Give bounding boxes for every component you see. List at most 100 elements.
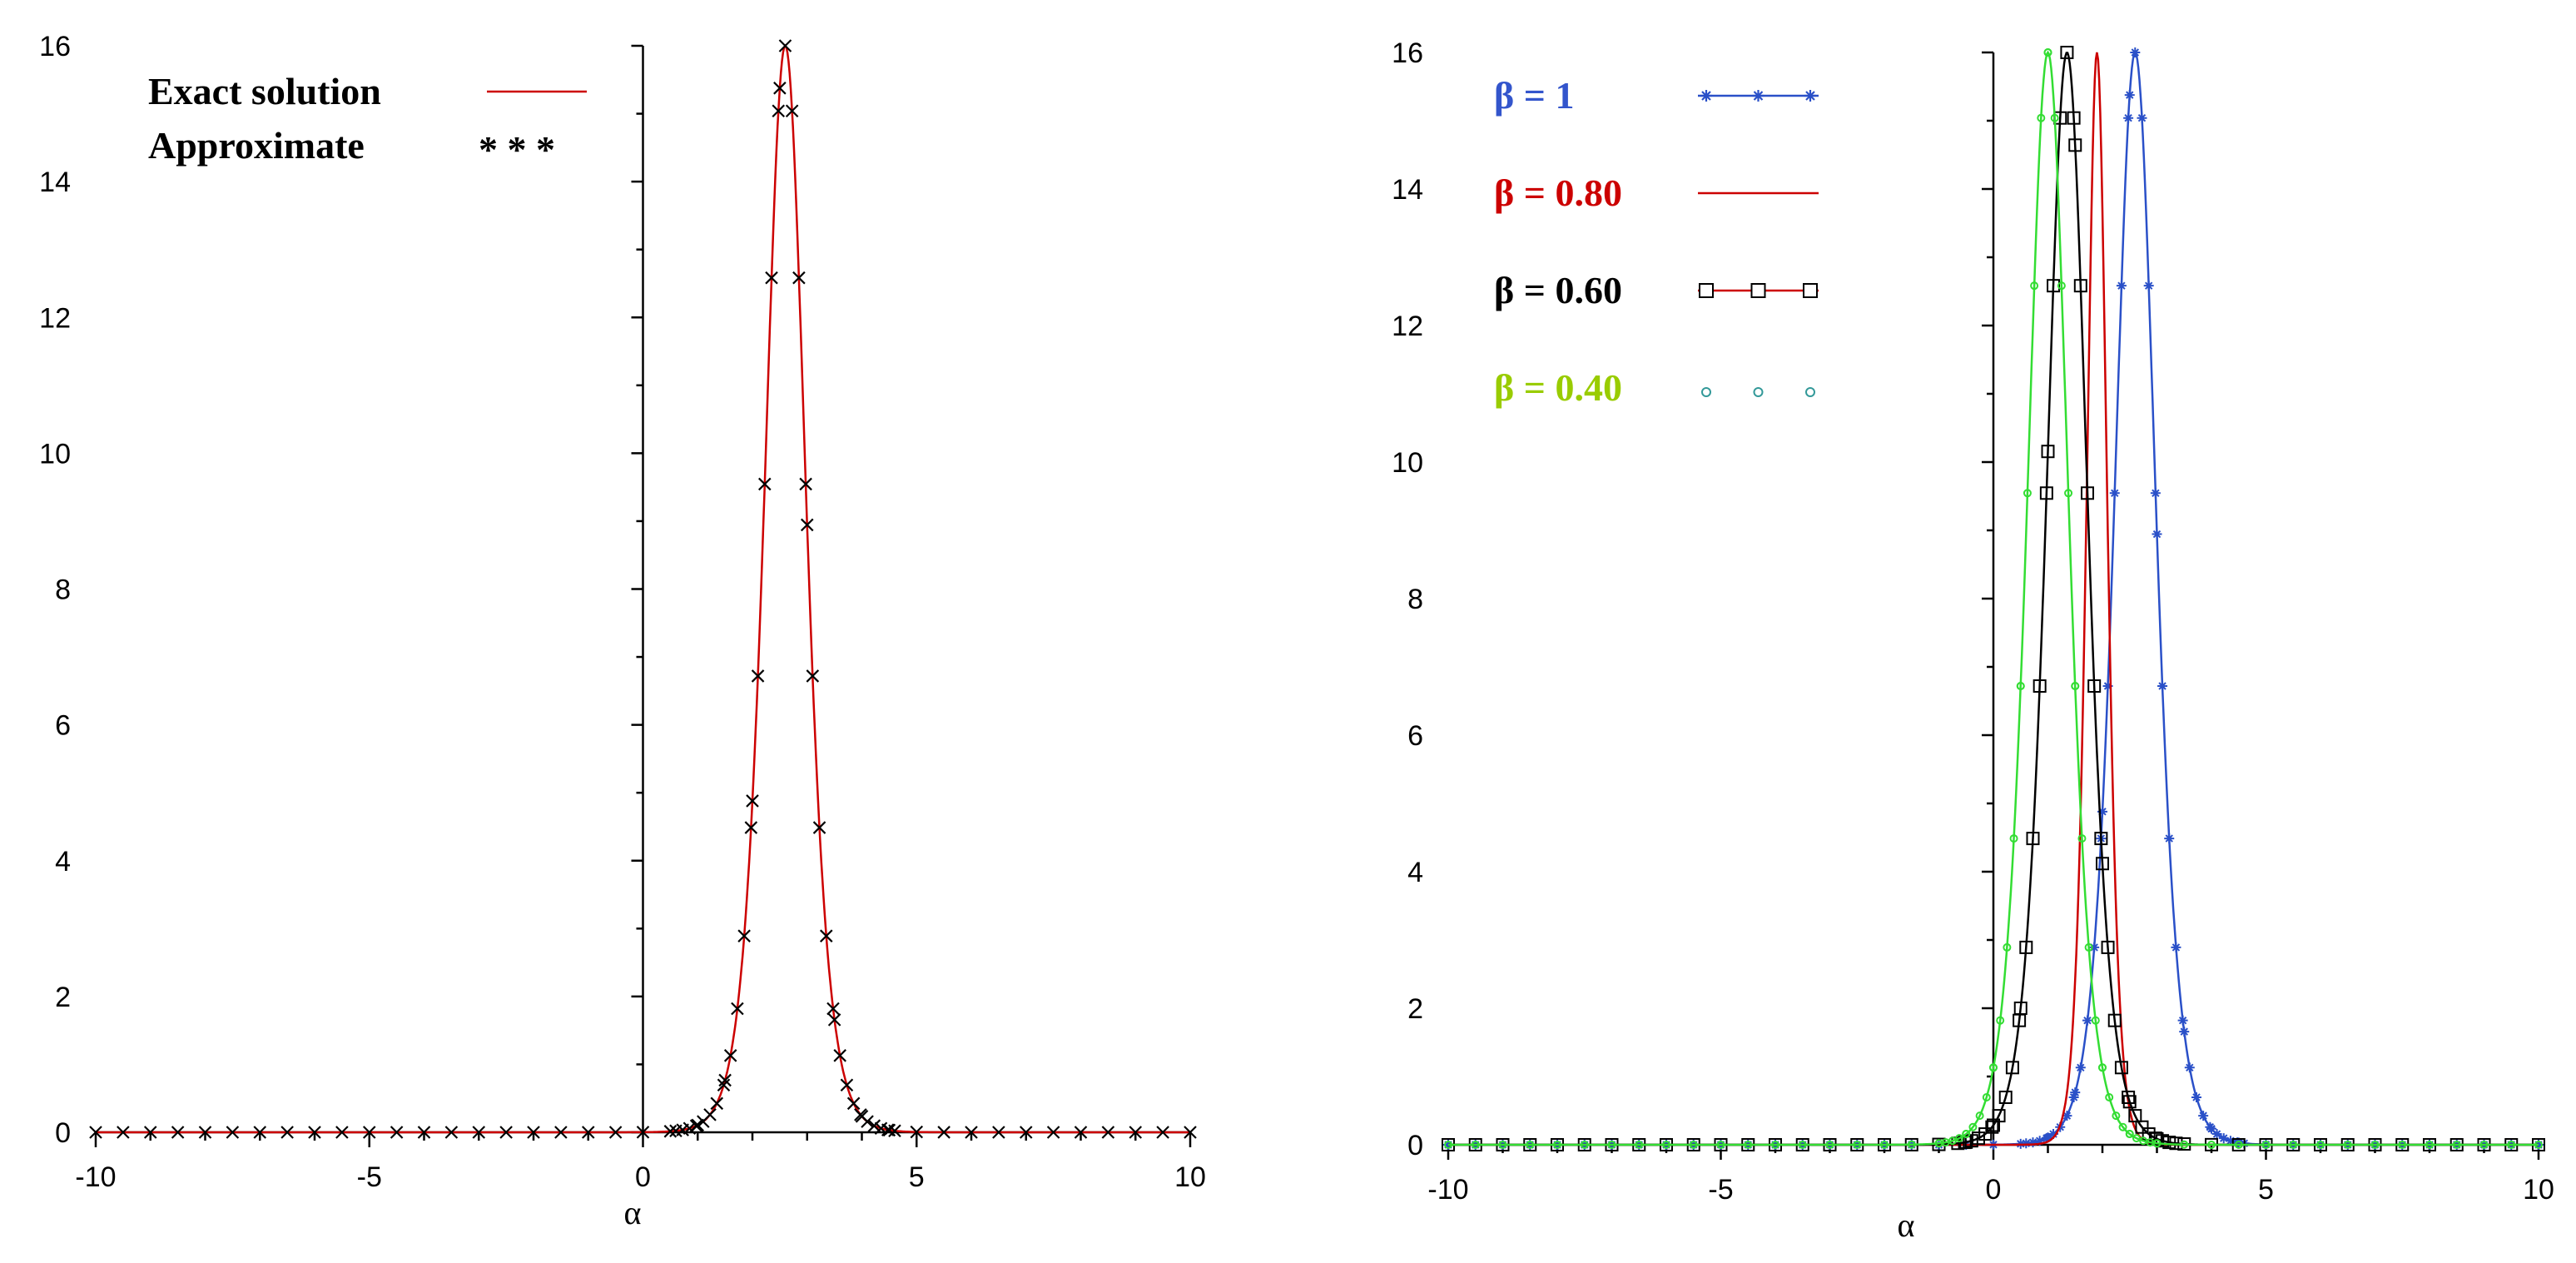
data-point <box>2062 1111 2072 1121</box>
data-point <box>2064 489 2073 498</box>
data-point <box>2316 1141 2325 1149</box>
data-point <box>308 1126 321 1139</box>
legend-label: Approximate <box>148 124 365 167</box>
data-point <box>2105 1092 2114 1101</box>
data-point <box>1184 1126 1197 1139</box>
data-point <box>2060 46 2074 59</box>
data-point <box>1962 1130 1971 1139</box>
data-point <box>2071 681 2080 690</box>
data-point <box>1471 1141 1480 1149</box>
data-point <box>2087 679 2102 693</box>
y-tick-label: 16 <box>39 31 71 62</box>
data-point <box>1971 1131 1985 1146</box>
data-point <box>833 1049 846 1062</box>
data-point <box>2096 857 2109 871</box>
data-point <box>2171 942 2181 952</box>
y-tick-label: 10 <box>39 438 71 470</box>
data-point <box>710 1096 724 1111</box>
legend-marker <box>1752 90 1764 102</box>
data-point <box>2198 1111 2209 1121</box>
data-point <box>861 1115 874 1128</box>
data-point <box>2207 1140 2216 1149</box>
legend-marker <box>1750 283 1766 298</box>
y-tick-label: 14 <box>1392 174 1423 206</box>
data-point <box>758 477 772 491</box>
data-point <box>390 1126 404 1139</box>
legend-marker <box>1804 90 1816 102</box>
data-point <box>910 1125 924 1139</box>
data-point <box>2043 48 2052 57</box>
data-point <box>826 1002 840 1016</box>
x-axis-label: α <box>1898 1206 1915 1244</box>
data-point <box>819 929 833 942</box>
data-point <box>2050 113 2059 122</box>
data-point <box>2073 279 2087 293</box>
data-point <box>1771 1141 1779 1149</box>
data-point <box>2425 1141 2434 1149</box>
data-point <box>2179 1027 2190 1037</box>
legend-marker <box>1701 387 1711 397</box>
data-point <box>444 1126 459 1139</box>
data-point <box>117 1126 130 1139</box>
data-point <box>1156 1126 1169 1139</box>
series-line <box>1448 50 2539 1146</box>
x-tick-label: -10 <box>75 1161 116 1193</box>
data-point <box>2150 488 2161 499</box>
y-tick-label: 2 <box>1407 993 1423 1025</box>
data-point <box>2075 1062 2086 1073</box>
data-point <box>1526 1141 1535 1149</box>
data-point <box>2098 1063 2107 1072</box>
data-point <box>1964 1134 1978 1148</box>
legend-label: β = 1 <box>1494 74 1574 117</box>
data-point <box>2370 1141 2380 1149</box>
data-point <box>2005 1061 2019 1075</box>
data-point <box>2026 832 2040 846</box>
y-tick-label: 4 <box>55 846 71 878</box>
data-point <box>1982 1092 1991 1101</box>
legend-label: Exact solution <box>148 70 381 112</box>
data-point <box>2162 1136 2176 1150</box>
data-point <box>499 1126 513 1139</box>
data-point <box>1880 1140 1889 1149</box>
data-point <box>226 1126 240 1139</box>
data-point <box>2452 1141 2461 1149</box>
y-tick-label: 10 <box>1392 447 1423 479</box>
x-tick-label: 10 <box>2523 1174 2554 1206</box>
y-tick-label: 8 <box>1407 584 1423 615</box>
data-point <box>703 1108 717 1121</box>
chart-panel-1: -10 -5 0 5 10 0 2 4 6 8 10 12 14 16 α Exact solution App… <box>39 31 1206 1231</box>
data-point <box>792 271 806 285</box>
data-point <box>2125 1130 2134 1139</box>
data-point <box>2030 281 2039 291</box>
data-point <box>2023 489 2032 498</box>
data-point <box>636 1126 650 1139</box>
y-tick-label: 6 <box>1407 720 1423 752</box>
data-point <box>2021 1138 2032 1149</box>
data-point <box>2218 1133 2229 1144</box>
data-point <box>840 1078 854 1092</box>
data-point <box>1129 1126 1143 1139</box>
data-point <box>812 821 826 834</box>
x-tick-label: 5 <box>2258 1174 2274 1206</box>
data-point <box>1635 1141 1644 1149</box>
data-point <box>2118 1122 2127 1131</box>
data-point <box>2109 488 2120 499</box>
data-point <box>2028 1137 2038 1148</box>
legend-label: β = 0.60 <box>1494 269 1622 311</box>
data-point <box>2135 1120 2149 1134</box>
data-point <box>2037 113 2046 122</box>
data-point <box>1019 1126 1033 1139</box>
x-tick-label: 10 <box>1174 1161 1206 1193</box>
data-point <box>2003 942 2012 952</box>
data-point <box>2033 679 2047 693</box>
data-point <box>143 1126 157 1139</box>
x-tick-label: 0 <box>635 1161 651 1193</box>
data-point <box>527 1126 540 1139</box>
legend-marker <box>1700 90 1712 102</box>
data-point <box>2112 1111 2121 1121</box>
data-point <box>198 1126 212 1139</box>
data-point <box>2019 940 2033 954</box>
data-point <box>785 104 799 118</box>
data-point <box>689 1119 703 1132</box>
y-tick-label: 0 <box>55 1117 71 1149</box>
